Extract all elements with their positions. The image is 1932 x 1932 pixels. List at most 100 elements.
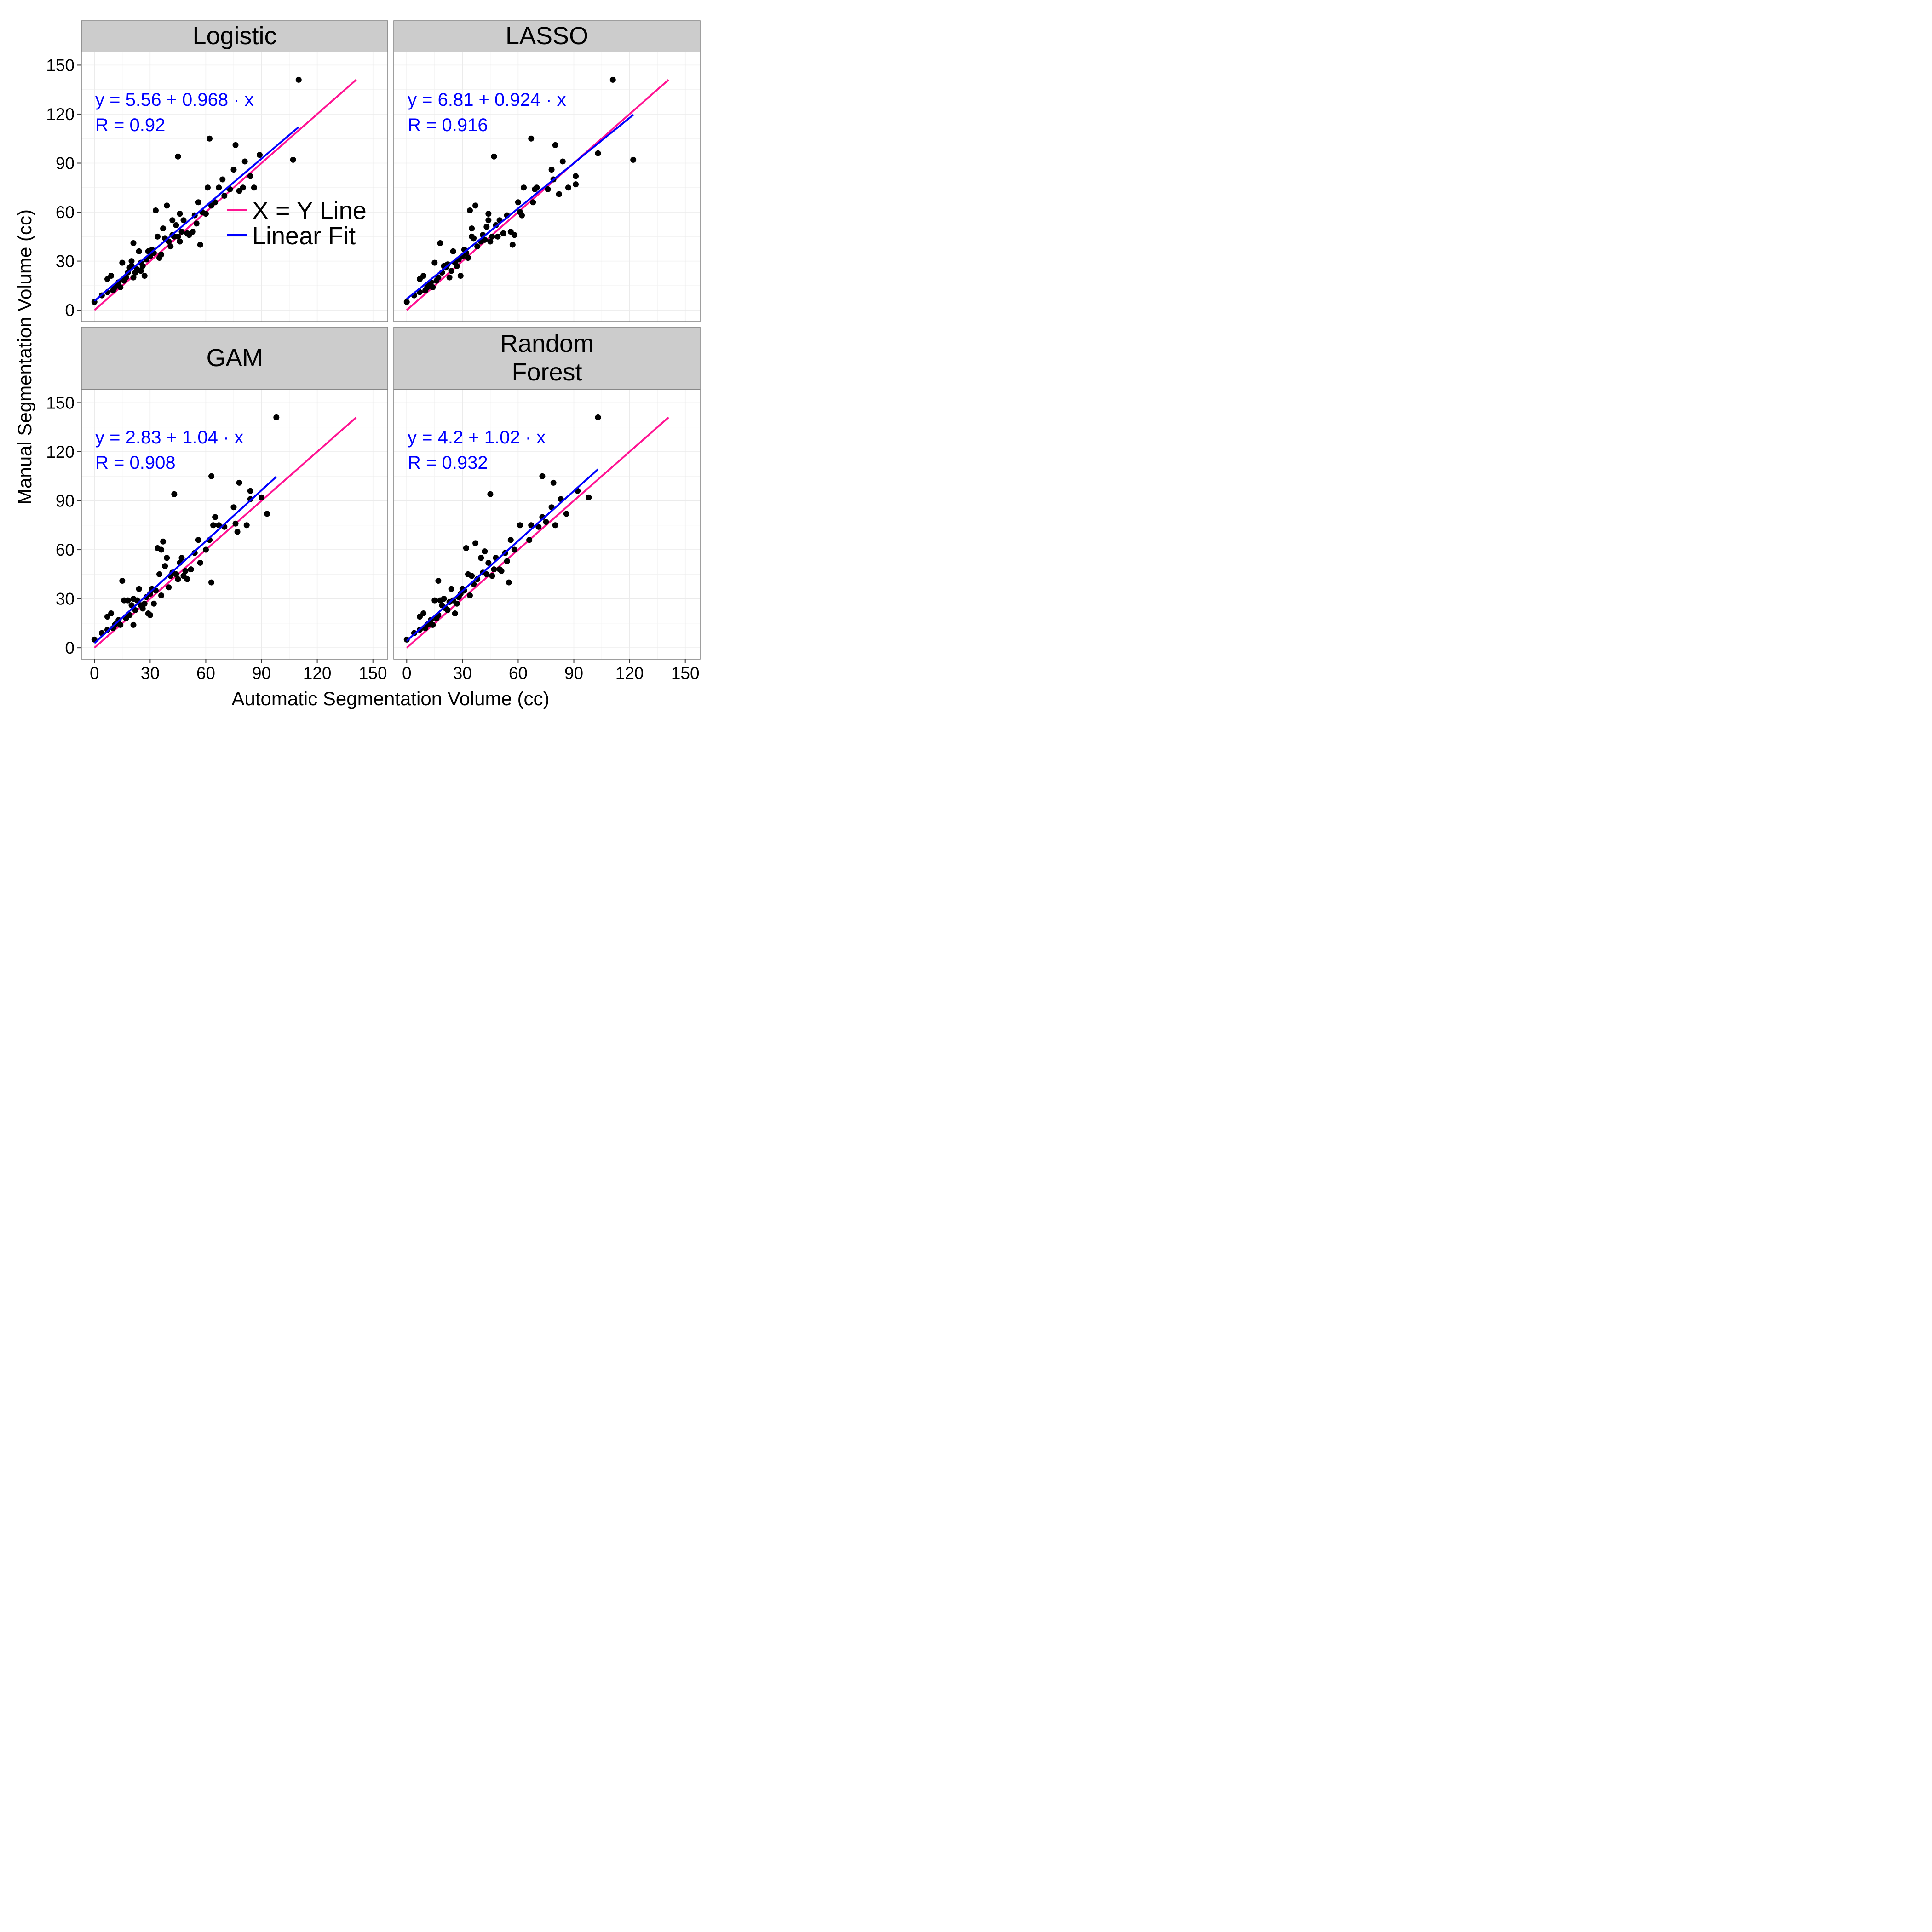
data-point [136,248,142,254]
data-point [117,621,124,628]
data-point [139,605,146,612]
data-point [104,627,111,633]
legend-item: X = Y Line [227,197,367,224]
data-point [195,537,201,543]
data-point [138,268,144,274]
data-point [126,612,133,618]
data-point [212,514,218,520]
data-point [573,173,579,179]
data-point [167,243,174,250]
y-tick-label: 30 [56,252,75,271]
data-point [482,236,488,243]
correlation-label: R = 0.92 [95,115,165,135]
facet-title: Random [500,330,594,357]
data-point [450,248,456,254]
data-point [472,540,479,546]
data-point [108,610,115,617]
data-point [441,596,447,602]
data-point [212,199,218,206]
facet-strip [81,327,388,390]
data-point [197,559,203,566]
data-point [519,212,525,218]
x-tick-label: 0 [402,664,412,683]
facet-strip [393,327,701,390]
data-point [162,563,168,569]
data-point [466,592,473,598]
data-point [552,142,558,148]
data-point [550,479,557,486]
data-point [552,522,558,529]
x-tick-label: 120 [303,664,332,683]
data-point [164,202,170,209]
data-point [517,522,523,529]
data-point [465,254,471,261]
data-point [528,135,535,142]
data-point [182,568,189,574]
legend-label: X = Y Line [252,197,367,224]
data-point [431,259,438,266]
legend-label: Linear Fit [252,222,356,250]
data-point [491,566,497,573]
data-point [156,571,163,577]
data-point [158,546,165,553]
data-point [216,184,222,191]
data-point [586,494,592,500]
facet-title: Logistic [192,22,276,50]
legend-item: Linear Fit [227,222,356,250]
linear-fit-line [93,126,299,302]
data-point [202,546,209,553]
data-point [173,571,179,577]
panel-gam: GAM y = 2.83 + 1.04 · x R = 0.908 [81,327,388,660]
data-point [130,240,137,247]
data-point [435,274,442,281]
data-point [273,414,280,420]
y-tick-label: 60 [56,203,75,222]
data-point [485,559,492,566]
data-point [489,233,495,240]
data-point [509,242,516,248]
facet-title: Forest [512,358,582,386]
data-point [454,263,460,269]
data-point [154,233,161,240]
data-point [175,233,181,240]
data-point [175,153,181,160]
data-point [136,586,142,592]
data-point [471,235,477,242]
axes-layer: 0 30 60 90 120 150 0 30 60 90 120 150 0 30 60 90 120 150 0… [46,56,699,683]
data-point [548,167,555,173]
data-point [469,225,475,232]
data-point [141,600,148,607]
data-point [431,597,438,604]
faceted-scatter-figure: Logistic y = 5.56 + 0.968 · x R = 0.92 LASS… [14,20,701,709]
data-point [147,612,153,618]
data-point [530,199,536,206]
y-tick-label: 30 [56,590,75,609]
correlation-label: R = 0.916 [408,115,488,135]
x-tick-label: 90 [252,664,271,683]
data-point [188,566,194,573]
data-point [177,238,183,245]
y-axis-title: Manual Segmentation Volume (cc) [14,209,35,505]
data-point [556,191,562,197]
x-tick-label: 30 [453,664,472,683]
data-point [247,488,253,494]
panel-border [393,52,701,322]
panel-lasso: LASSO y = 6.81 + 0.924 · x R = 0.916 [393,20,701,322]
data-point [435,578,442,584]
data-point [236,479,242,486]
data-point [483,571,490,577]
y-tick-label: 150 [46,393,75,412]
data-point [178,229,185,235]
data-point [545,186,551,192]
data-point [563,511,569,517]
x-tick-label: 0 [90,664,99,683]
data-point [117,284,124,290]
data-point [487,238,494,245]
fit-equation: y = 6.81 + 0.924 · x [408,90,566,110]
data-point [130,274,137,281]
data-point [160,538,167,545]
fit-equation: y = 2.83 + 1.04 · x [95,427,243,448]
data-point [119,578,126,584]
data-point [219,176,226,183]
data-point [290,156,296,163]
